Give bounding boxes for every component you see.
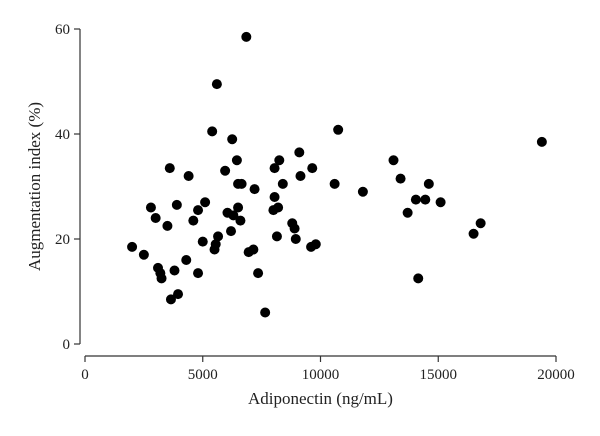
axes xyxy=(79,29,556,357)
data-point xyxy=(253,268,264,279)
data-point xyxy=(333,124,344,135)
x-tick-label: 5000 xyxy=(188,367,218,383)
data-point xyxy=(162,220,173,231)
y-tick-label: 20 xyxy=(55,232,70,248)
data-point xyxy=(468,228,479,239)
data-point xyxy=(127,241,138,252)
data-point xyxy=(169,265,180,276)
x-tick-label: 20000 xyxy=(537,367,575,383)
data-point xyxy=(269,192,280,202)
data-point xyxy=(269,163,280,174)
x-tick-label: 15000 xyxy=(420,367,458,383)
data-point xyxy=(307,163,318,174)
data-point xyxy=(235,215,246,226)
data-point xyxy=(310,239,321,250)
data-point xyxy=(435,197,446,208)
data-point xyxy=(395,173,406,184)
data-point xyxy=(294,147,305,158)
x-tick-label: 0 xyxy=(81,367,89,383)
data-point xyxy=(260,307,271,318)
data-point xyxy=(295,171,306,181)
data-point xyxy=(274,155,285,166)
x-axis-label: Adiponectin (ng/mL) xyxy=(248,389,393,408)
y-tick-label: 60 xyxy=(55,22,70,38)
data-point xyxy=(249,184,260,195)
data-point xyxy=(233,202,244,213)
y-axis-label: Augmentation index (%) xyxy=(25,102,44,271)
data-point xyxy=(388,155,399,166)
data-point xyxy=(181,255,192,265)
data-point xyxy=(200,197,211,208)
data-point xyxy=(290,234,301,244)
data-point xyxy=(228,210,239,221)
ticks: 0 20 40 60 0 5000 10000 15000 20000 xyxy=(55,22,575,383)
data-point xyxy=(420,194,431,205)
x-tick-label: 10000 xyxy=(302,367,340,383)
data-point xyxy=(226,226,237,237)
data-point xyxy=(197,236,208,247)
data-point xyxy=(138,249,149,260)
data-point xyxy=(410,194,421,205)
data-point xyxy=(277,178,288,189)
data-point xyxy=(289,223,300,234)
data-point xyxy=(183,171,194,181)
data-point xyxy=(423,178,434,189)
data-point xyxy=(248,244,259,255)
data-point xyxy=(150,213,161,223)
data-point xyxy=(207,126,218,137)
data-point xyxy=(357,186,368,197)
data-point xyxy=(213,231,224,242)
data-point xyxy=(236,178,247,189)
data-point xyxy=(164,163,175,174)
data-point xyxy=(273,202,284,213)
data-point xyxy=(193,268,204,279)
data-point xyxy=(329,178,340,189)
data-point xyxy=(145,202,156,213)
data-point xyxy=(231,155,242,166)
data-point xyxy=(193,205,204,216)
data-point xyxy=(227,134,238,145)
data-point xyxy=(536,136,547,147)
data-point xyxy=(220,165,231,176)
data-point xyxy=(402,207,413,218)
data-point xyxy=(210,239,221,250)
data-point xyxy=(211,79,222,90)
data-points xyxy=(127,31,547,318)
data-point xyxy=(173,289,184,300)
data-point xyxy=(241,31,252,42)
data-point xyxy=(171,199,182,210)
data-point xyxy=(271,231,282,242)
y-tick-label: 0 xyxy=(63,337,71,353)
data-point xyxy=(475,218,486,229)
data-point xyxy=(165,294,176,305)
y-tick-label: 40 xyxy=(55,127,70,143)
data-point xyxy=(413,273,424,284)
data-point xyxy=(188,215,199,226)
data-point xyxy=(156,273,167,284)
